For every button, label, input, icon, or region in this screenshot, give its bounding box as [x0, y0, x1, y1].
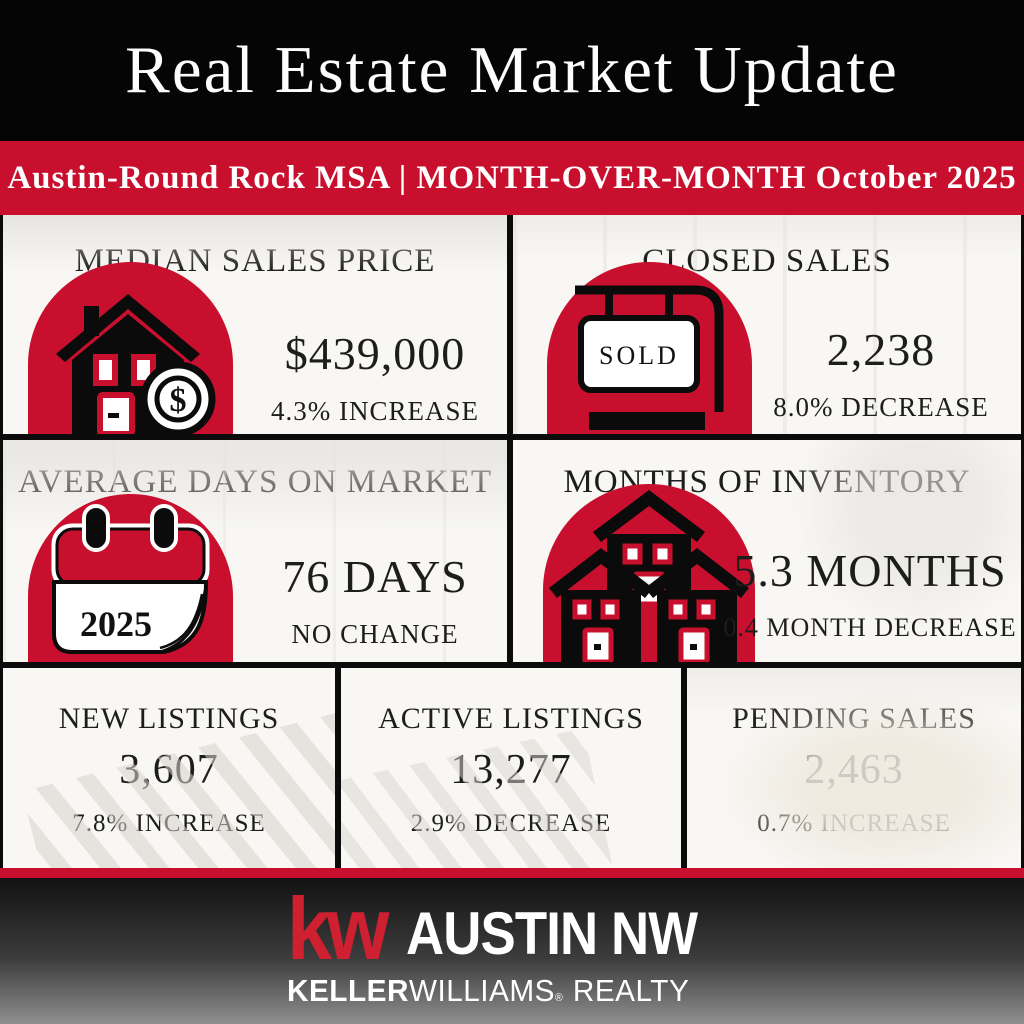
stat-median-sales-price: MEDIAN SALES PRICE $ — [3, 215, 513, 434]
stat-change: 0.4 MONTH DECREASE — [723, 613, 1017, 642]
stat-value: 5.3 MONTHS — [733, 545, 1007, 596]
houses-icon — [543, 484, 755, 662]
williams-text: WILLIAMS — [408, 972, 555, 1008]
stat-figures: 2,238 8.0% DECREASE — [753, 323, 1009, 423]
keller-williams-realty-wordmark: KELLERWILLIAMS® REALTY — [287, 973, 719, 1009]
logo-top-line: kw AUSTIN NW — [286, 879, 737, 979]
red-divider-bar — [0, 868, 1024, 878]
subtitle-text: Austin-Round Rock MSA | MONTH-OVER-MONTH… — [7, 159, 1017, 196]
stat-value: 2,238 — [826, 324, 936, 375]
calendar-icon: 2025 — [28, 494, 233, 662]
stats-row-3: NEW LISTINGS 3,607 7.8% INCREASE ACTIVE … — [3, 668, 1021, 868]
stats-row-1: MEDIAN SALES PRICE $ — [3, 215, 1021, 440]
stat-new-listings: NEW LISTINGS 3,607 7.8% INCREASE — [3, 668, 341, 868]
registered-mark-icon: ® — [554, 991, 564, 1004]
stat-change: 4.3% INCREASE — [271, 396, 479, 426]
sold-sign-icon: SOLD — [547, 262, 752, 434]
sold-sign-icon-art: SOLD — [575, 285, 724, 430]
stat-change: 8.0% DECREASE — [773, 392, 989, 422]
calendar-icon-art: 2025 — [51, 504, 210, 654]
stat-figures: 5.3 MONTHS 0.4 MONTH DECREASE — [721, 544, 1019, 643]
stat-pending-sales: PENDING SALES 2,463 0.7% INCREASE — [687, 668, 1021, 868]
stat-value: 2,463 — [804, 747, 904, 793]
stats-grid: MEDIAN SALES PRICE $ — [0, 215, 1024, 868]
header: Real Estate Market Update — [0, 0, 1024, 141]
stat-figures: 76 DAYS NO CHANGE — [251, 550, 499, 650]
stat-label: AVERAGE DAYS ON MARKET — [18, 464, 492, 500]
page-title: Real Estate Market Update — [125, 33, 899, 107]
office-name: AUSTIN NW — [406, 899, 698, 967]
stats-row-2: AVERAGE DAYS ON MARKET 2025 76 DAYS — [3, 440, 1021, 668]
calendar-year-glyph: 2025 — [80, 604, 152, 644]
subtitle-banner: Austin-Round Rock MSA | MONTH-OVER-MONTH… — [0, 141, 1024, 215]
sold-glyph: SOLD — [599, 341, 679, 370]
brokerage-logo: kw AUSTIN NW KELLERWILLIAMS® REALTY — [286, 879, 737, 1009]
stat-label: PENDING SALES — [732, 702, 976, 735]
stat-change: NO CHANGE — [291, 619, 459, 649]
house-dollar-icon: $ — [28, 262, 233, 434]
house-dollar-icon-art: $ — [56, 294, 216, 434]
stat-value: $439,000 — [284, 328, 466, 379]
stat-change: 0.7% INCREASE — [757, 810, 951, 837]
stat-active-listings: ACTIVE LISTINGS 13,277 2.9% DECREASE — [341, 668, 687, 868]
footer: kw AUSTIN NW KELLERWILLIAMS® REALTY — [0, 878, 1024, 1024]
dollar-glyph: $ — [170, 382, 187, 419]
stat-label: NEW LISTINGS — [58, 702, 280, 735]
stat-value: 76 DAYS — [282, 551, 468, 602]
stat-closed-sales: CLOSED SALES SOLD 2,238 8.0% DECREASE — [513, 215, 1021, 434]
keller-text: KELLER — [286, 972, 409, 1008]
kw-logo: kw — [286, 879, 389, 979]
stat-figures: $439,000 4.3% INCREASE — [251, 327, 499, 427]
stat-label: ACTIVE LISTINGS — [378, 702, 644, 735]
stat-months-of-inventory: MONTHS OF INVENTORY — [513, 440, 1021, 662]
realty-text: REALTY — [572, 972, 690, 1008]
stat-average-days-on-market: AVERAGE DAYS ON MARKET 2025 76 DAYS — [3, 440, 513, 662]
houses-icon-art — [549, 490, 749, 662]
